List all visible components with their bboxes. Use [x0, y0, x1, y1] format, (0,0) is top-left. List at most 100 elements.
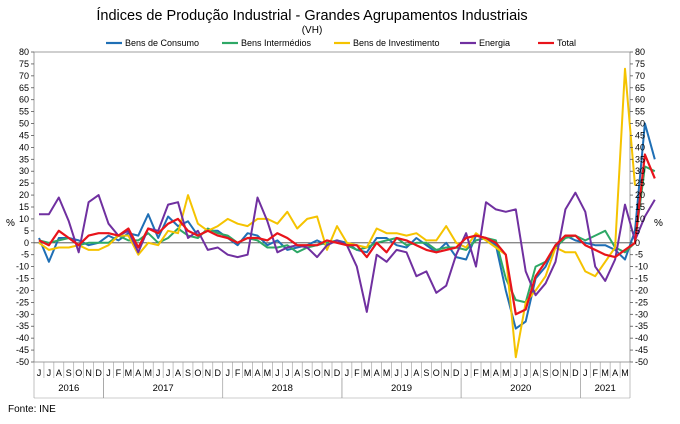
- x-tick-label: A: [56, 368, 62, 378]
- y-tick-label-right: -35: [635, 321, 648, 331]
- y-tick-label-left: 60: [19, 95, 29, 105]
- y-tick-label-right: -20: [635, 285, 648, 295]
- x-tick-label: S: [423, 368, 429, 378]
- y-tick-label-right: -15: [635, 274, 648, 284]
- x-tick-label: D: [572, 368, 579, 378]
- y-tick-label-right: -30: [635, 309, 648, 319]
- x-tick-label: F: [473, 368, 479, 378]
- year-label: 2016: [58, 383, 79, 394]
- x-tick-label: D: [453, 368, 460, 378]
- x-tick-label: A: [374, 368, 380, 378]
- x-tick-label: J: [225, 368, 230, 378]
- chart-subtitle: (VH): [302, 25, 323, 36]
- x-tick-label: J: [404, 368, 409, 378]
- x-tick-label: N: [205, 368, 212, 378]
- x-tick-label: J: [106, 368, 111, 378]
- y-tick-label-right: 30: [635, 166, 645, 176]
- axes: -50 -50-45 -45-40 -40-35 -35-30 -30-25 -25-20-…: [16, 47, 648, 399]
- x-tick-label: J: [464, 368, 469, 378]
- x-tick-label: S: [304, 368, 310, 378]
- chart-title: Índices de Produção Industrial - Grandes…: [96, 7, 527, 24]
- legend-label-0: Bens de Consumo: [125, 38, 199, 48]
- y-tick-label-right: 50: [635, 119, 645, 129]
- plot-area: [33, 51, 631, 363]
- x-tick-label: J: [345, 368, 350, 378]
- x-tick-label: M: [363, 368, 371, 378]
- x-tick-label: S: [543, 368, 549, 378]
- series-line-2: [38, 67, 636, 359]
- y-tick-label-right: 60: [635, 95, 645, 105]
- plot-frame: [33, 51, 631, 363]
- year-label: 2021: [595, 383, 616, 394]
- x-tick-label: F: [592, 368, 598, 378]
- legend-label-3: Energia: [479, 38, 510, 48]
- x-tick-label: J: [37, 368, 42, 378]
- source-note: Fonte: INE: [8, 404, 56, 415]
- x-tick-label: J: [583, 368, 588, 378]
- y-tick-label-right: -40: [635, 333, 648, 343]
- y-tick-label-left: -40: [16, 333, 29, 343]
- y-axis-label-right: %: [654, 218, 663, 229]
- y-tick-label-right: -5: [635, 250, 643, 260]
- y-tick-label-right: 70: [635, 71, 645, 81]
- x-tick-label: J: [523, 368, 528, 378]
- x-tick-label: O: [314, 368, 321, 378]
- x-tick-label: D: [334, 368, 341, 378]
- legend-label-1: Bens Intermédios: [241, 38, 312, 48]
- x-tick-label: M: [482, 368, 490, 378]
- y-tick-label-right: -25: [635, 297, 648, 307]
- y-tick-label-left: 70: [19, 71, 29, 81]
- x-tick-label: J: [47, 368, 52, 378]
- x-tick-label: J: [394, 368, 399, 378]
- y-tick-label-right: 25: [635, 178, 645, 188]
- legend-label-2: Bens de Investimento: [353, 38, 440, 48]
- y-tick-label-left: 20: [19, 190, 29, 200]
- x-tick-label: J: [275, 368, 280, 378]
- y-tick-label-left: -20: [16, 285, 29, 295]
- x-tick-label: M: [244, 368, 252, 378]
- y-tick-label-left: 30: [19, 166, 29, 176]
- y-tick-label-left: -15: [16, 274, 29, 284]
- x-tick-label: A: [175, 368, 181, 378]
- legend-label-4: Total: [557, 38, 576, 48]
- y-tick-label-left: 45: [19, 130, 29, 140]
- y-tick-label-left: 25: [19, 178, 29, 188]
- y-tick-label-right: 15: [635, 202, 645, 212]
- y-tick-label-left: 40: [19, 142, 29, 152]
- x-tick-label: N: [562, 368, 569, 378]
- y-tick-label-left: -45: [16, 345, 29, 355]
- y-tick-label-left: -25: [16, 297, 29, 307]
- x-tick-label: F: [116, 368, 122, 378]
- x-tick-label: O: [194, 368, 201, 378]
- y-tick-label-left: -10: [16, 262, 29, 272]
- y-tick-label-right: 5: [635, 226, 640, 236]
- x-tick-label: A: [254, 368, 260, 378]
- y-tick-label-right: 20: [635, 190, 645, 200]
- series-line-4: [38, 153, 656, 316]
- y-tick-label-right: 0: [635, 238, 640, 248]
- y-tick-label-left: 80: [19, 47, 29, 57]
- x-tick-label: D: [215, 368, 222, 378]
- x-tick-label: A: [612, 368, 618, 378]
- year-label: 2019: [391, 383, 412, 394]
- y-tick-label-left: 65: [19, 83, 29, 93]
- x-tick-label: J: [514, 368, 519, 378]
- y-tick-label-left: -5: [21, 250, 29, 260]
- x-tick-label: A: [533, 368, 539, 378]
- y-axis-label-left: %: [6, 218, 15, 229]
- x-tick-label: N: [324, 368, 331, 378]
- y-tick-label-right: -10: [635, 262, 648, 272]
- y-tick-label-left: 0: [24, 238, 29, 248]
- x-tick-label: M: [264, 368, 272, 378]
- x-tick-label: M: [125, 368, 133, 378]
- y-tick-label-right: 10: [635, 214, 645, 224]
- y-tick-label-right: 55: [635, 107, 645, 117]
- y-tick-label-left: -50: [16, 357, 29, 367]
- y-tick-label-right: 65: [635, 83, 645, 93]
- x-tick-label: A: [413, 368, 419, 378]
- x-tick-label: M: [502, 368, 510, 378]
- x-tick-label: S: [66, 368, 72, 378]
- x-tick-label: F: [354, 368, 360, 378]
- year-label: 2020: [510, 383, 531, 394]
